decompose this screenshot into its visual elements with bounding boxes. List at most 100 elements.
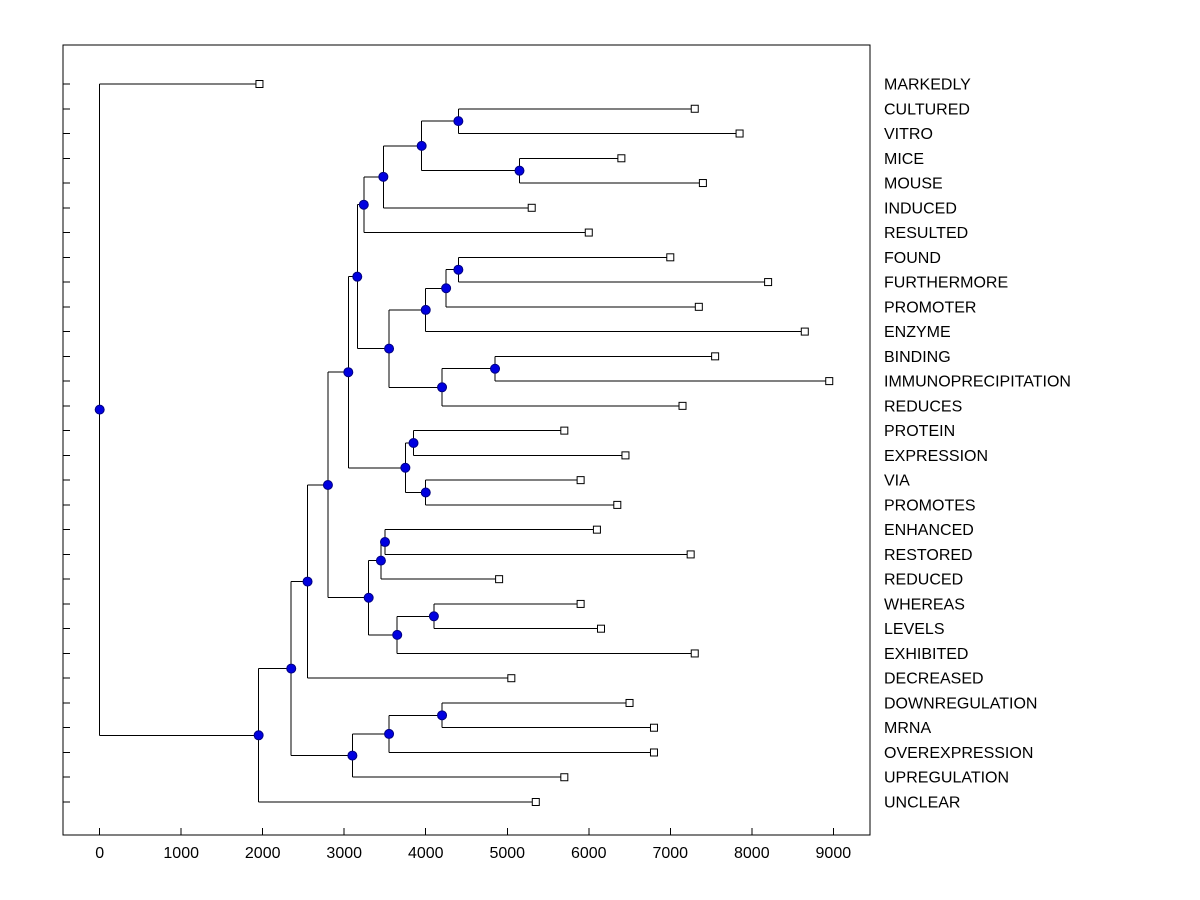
leaf-marker (694, 302, 703, 311)
leaf-marker (576, 599, 585, 608)
leaf-marker (527, 203, 536, 212)
leaf-marker (764, 278, 773, 287)
leaf-marker (690, 104, 699, 113)
leaf-label: FOUND (884, 250, 941, 267)
leaf-label: EXHIBITED (884, 646, 968, 663)
merge-node-marker (375, 555, 386, 566)
leaf-marker (711, 352, 720, 361)
leaf-label: MRNA (884, 720, 931, 737)
leaf-label: CULTURED (884, 101, 970, 118)
dendrogram-markers (94, 80, 834, 806)
merge-node-marker (416, 140, 427, 151)
leaf-label: MOUSE (884, 176, 943, 193)
leaf-marker (686, 550, 695, 559)
merge-node-marker (384, 343, 395, 354)
leaf-marker (560, 773, 569, 782)
merge-node-marker (420, 304, 431, 315)
merge-node-marker (490, 363, 501, 374)
leaf-marker (507, 674, 516, 683)
merge-node-marker (94, 404, 105, 415)
merge-node-marker (441, 283, 452, 294)
merge-node-marker (302, 576, 313, 587)
leaf-label: PROMOTER (884, 299, 976, 316)
dendrogram-text: MARKEDLY CULTURED VITRO MICE MOUSE INDUCED RES… (95, 77, 1071, 863)
leaf-marker (617, 154, 626, 163)
leaf-marker (625, 698, 634, 707)
leaf-marker (800, 327, 809, 336)
merge-node-marker (378, 171, 389, 182)
leaf-label: EXPRESSION (884, 448, 988, 465)
merge-node-marker (400, 462, 411, 473)
leaf-marker (678, 401, 687, 410)
leaf-label: INDUCED (884, 200, 957, 217)
merge-node-marker (408, 438, 419, 448)
merge-node-marker (392, 629, 403, 640)
x-axis-tick-label: 1000 (163, 845, 199, 862)
merge-node-marker (347, 750, 358, 761)
leaf-marker (592, 525, 601, 534)
x-axis-tick-label: 8000 (734, 845, 770, 862)
leaf-label: BINDING (884, 349, 951, 366)
leaf-label: PROMOTES (884, 497, 976, 514)
x-axis-tick-label: 5000 (489, 845, 525, 862)
leaf-label: OVEREXPRESSION (884, 745, 1033, 762)
merge-node-marker (253, 730, 264, 741)
leaf-label: VITRO (884, 126, 933, 143)
x-axis-tick-label: 3000 (326, 845, 362, 862)
leaf-label: MICE (884, 151, 924, 168)
leaf-label: VIA (884, 473, 910, 490)
leaf-marker (825, 377, 834, 386)
x-axis-tick-label: 9000 (816, 845, 852, 862)
leaf-marker (613, 500, 622, 509)
leaf-marker (255, 80, 264, 88)
x-axis-tick-label: 7000 (652, 845, 688, 862)
leaf-label: REDUCES (884, 398, 962, 415)
leaf-marker (560, 426, 569, 435)
leaf-label: MARKEDLY (884, 77, 971, 94)
merge-node-marker (322, 479, 333, 490)
leaf-marker (735, 129, 744, 138)
plot-frame (62, 44, 871, 836)
merge-node-marker (437, 710, 448, 721)
leaf-marker (621, 451, 630, 460)
leaf-label: IMMUNOPRECIPITATION (884, 374, 1071, 391)
leaf-label: UNCLEAR (884, 795, 960, 812)
merge-node-marker (428, 611, 439, 622)
merge-node-marker (363, 592, 374, 603)
leaf-marker (495, 575, 504, 584)
merge-node-marker (358, 199, 369, 210)
merge-node-marker (437, 382, 448, 393)
leaf-label: RESULTED (884, 225, 968, 242)
leaf-label: WHEREAS (884, 596, 965, 613)
leaf-marker (698, 179, 707, 188)
leaf-marker (649, 748, 658, 757)
merge-node-marker (453, 264, 464, 275)
merge-node-marker (343, 367, 354, 378)
leaf-marker (584, 228, 593, 237)
leaf-label: FURTHERMORE (884, 275, 1008, 292)
leaf-marker (576, 476, 585, 485)
leaf-label: RESTORED (884, 547, 973, 564)
leaf-label: UPREGULATION (884, 770, 1009, 787)
merge-node-marker (352, 271, 363, 282)
merge-node-marker (453, 116, 464, 127)
leaf-marker (666, 253, 675, 262)
leaf-label: DOWNREGULATION (884, 695, 1037, 712)
x-axis-tick-label: 2000 (245, 845, 281, 862)
leaf-marker (597, 624, 605, 633)
leaf-label: REDUCED (884, 572, 963, 589)
leaf-label: DECREASED (884, 671, 984, 688)
leaf-label: ENZYME (884, 324, 951, 341)
merge-node-marker (514, 165, 525, 176)
leaf-marker (531, 798, 540, 806)
x-axis-tick-label: 0 (95, 845, 104, 862)
merge-node-marker (379, 537, 390, 548)
x-axis-tick-label: 4000 (408, 845, 444, 862)
merge-node-marker (286, 663, 297, 674)
leaf-label: ENHANCED (884, 522, 974, 539)
leaf-label: LEVELS (884, 621, 944, 638)
leaf-marker (690, 649, 699, 658)
leaf-label: PROTEIN (884, 423, 955, 440)
